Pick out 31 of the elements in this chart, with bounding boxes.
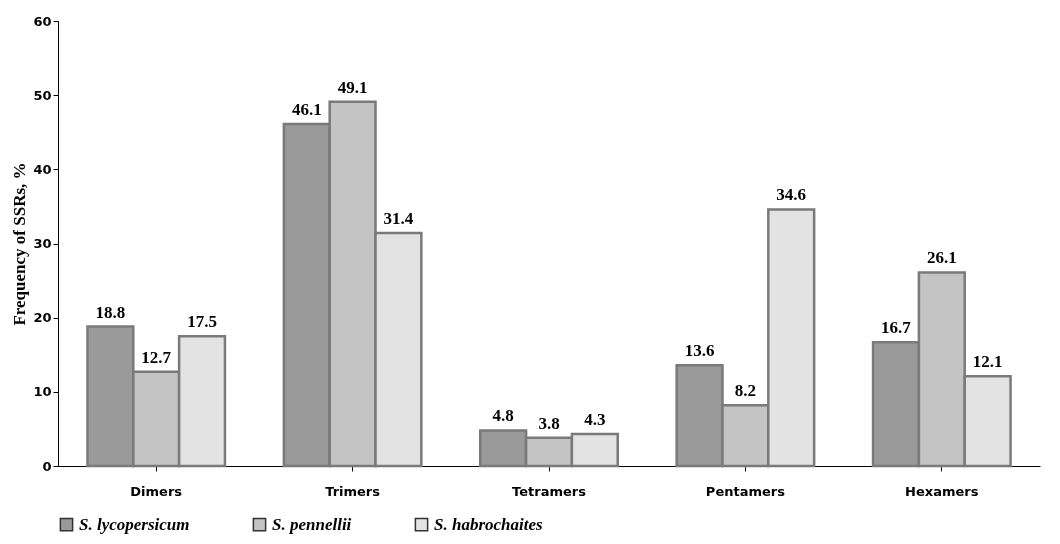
legend-label: S. pennellii xyxy=(272,514,352,534)
data-label: 8.2 xyxy=(734,381,757,401)
data-label: 17.5 xyxy=(187,312,217,332)
data-label: 18.8 xyxy=(95,302,126,322)
x-tick-label: Trimers xyxy=(325,483,381,499)
data-label: 16.7 xyxy=(881,318,912,338)
data-label: 26.1 xyxy=(926,248,957,268)
y-tick-label: 10 xyxy=(33,384,52,400)
x-tick-label: Tetramers xyxy=(512,483,587,499)
data-label: 12.1 xyxy=(972,352,1003,372)
y-tick-label: 20 xyxy=(33,310,52,326)
x-tick-label: Dimers xyxy=(130,483,183,499)
data-label: 46.1 xyxy=(291,100,322,120)
y-tick-label: 60 xyxy=(33,13,52,29)
legend-label: S. habrochaites xyxy=(434,514,544,534)
y-tick-label: 0 xyxy=(42,458,52,474)
y-tick-label: 30 xyxy=(33,236,52,251)
data-label: 49.1 xyxy=(337,77,368,97)
y-tick-label: 40 xyxy=(33,161,52,177)
data-label: 31.4 xyxy=(383,209,414,229)
x-tick-label: Pentamers xyxy=(705,483,786,499)
data-label: 4.8 xyxy=(492,406,514,426)
data-label: 34.6 xyxy=(776,185,807,205)
data-label: 13.6 xyxy=(684,341,715,361)
data-label: 12.7 xyxy=(141,347,172,367)
y-tick-label: 50 xyxy=(33,87,52,103)
data-label: 4.3 xyxy=(584,410,606,430)
legend-label: S. lycopersicum xyxy=(79,514,190,534)
data-label: 3.8 xyxy=(538,413,560,433)
y-axis-title: Frequency of SSRs, % xyxy=(10,162,30,326)
x-tick-label: Hexamers xyxy=(905,483,979,499)
